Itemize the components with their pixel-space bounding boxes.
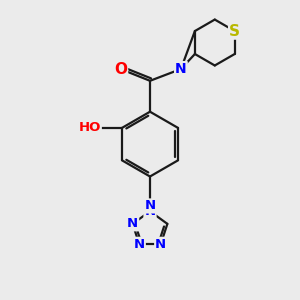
Text: N: N [127,218,138,230]
Text: N: N [144,200,156,212]
Text: O: O [114,61,127,76]
Text: N: N [144,205,156,218]
Text: N: N [175,62,187,76]
Text: N: N [155,238,166,251]
Text: S: S [229,23,240,38]
Text: HO: HO [79,122,101,134]
Text: N: N [134,238,145,251]
